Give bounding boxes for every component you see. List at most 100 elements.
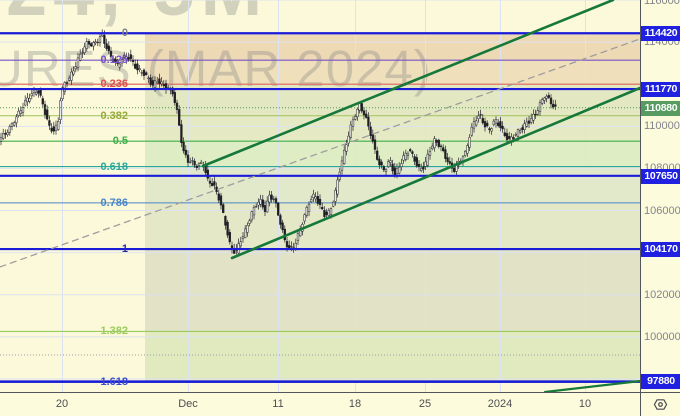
candle-body — [552, 103, 555, 108]
candle-body — [70, 71, 73, 81]
time-axis[interactable]: 20 Dec 11 18 25 2024 10 — [0, 392, 640, 416]
candle-body — [501, 125, 504, 130]
candle-body — [323, 210, 326, 217]
candle-body — [426, 153, 429, 166]
fib-level-label-0: 0 — [121, 27, 128, 40]
candle-body — [151, 80, 154, 86]
candle-body — [387, 161, 390, 167]
trendline-channel-lower[interactable] — [230, 86, 640, 260]
candle-body — [505, 133, 509, 140]
candle-body — [530, 118, 533, 123]
price-badge-110880: 110880 — [641, 100, 680, 116]
candle-body — [521, 127, 524, 130]
candle-body — [189, 161, 192, 164]
candle-body — [175, 102, 179, 110]
candle-body — [149, 77, 152, 85]
candle-body — [195, 165, 198, 168]
candle-body — [334, 189, 337, 202]
candle-body — [545, 95, 548, 99]
candle-body — [4, 133, 7, 135]
candle-body — [26, 97, 29, 103]
candle-body — [422, 166, 425, 170]
candle-body — [138, 68, 141, 70]
candle-body — [109, 50, 113, 58]
candle-body — [145, 72, 148, 76]
candle-body — [222, 204, 225, 213]
candle-body — [182, 141, 185, 152]
candle-body — [391, 163, 394, 172]
candle-body — [314, 196, 317, 200]
fib-band-1 — [145, 249, 640, 332]
candle-body — [437, 139, 440, 147]
fib-band-0 — [145, 33, 640, 61]
candle-body — [114, 58, 117, 62]
candle-body — [270, 194, 273, 200]
candle-body — [142, 69, 146, 76]
candle-body — [50, 127, 53, 132]
candle-body — [384, 169, 388, 172]
candle-body — [94, 41, 97, 44]
candle-body — [134, 63, 137, 69]
candle-body — [186, 154, 190, 163]
candle-body — [193, 160, 196, 166]
candle-body — [17, 110, 20, 116]
candle-body — [481, 118, 484, 124]
time-label-2024: 2024 — [487, 398, 513, 410]
candle-body — [343, 149, 346, 164]
candle-body — [376, 150, 379, 160]
candle-body — [477, 115, 480, 119]
candle-body — [428, 150, 432, 156]
trendline-support-lower-right[interactable] — [543, 379, 640, 392]
candle-body — [59, 100, 62, 120]
candle-body — [444, 149, 447, 159]
candle-body — [92, 42, 95, 47]
candle-body — [131, 60, 135, 62]
candle-body — [488, 128, 491, 131]
candle-body — [8, 126, 11, 133]
candle-body — [120, 59, 124, 64]
candlestick-chart: 24, 5M URES (MAR 2024) — [0, 0, 640, 392]
price-axis[interactable]: 1160001140001100001080001060001020001000… — [640, 0, 680, 392]
candle-body — [479, 114, 482, 116]
candle-body — [547, 95, 550, 98]
candle-body — [147, 77, 150, 79]
candle-body — [367, 116, 370, 127]
fib-band-0.786 — [145, 202, 640, 250]
candle-body — [380, 161, 383, 166]
candle-body — [156, 81, 159, 84]
candle-body — [178, 109, 181, 126]
fib-level-label-1.618: 1.618 — [100, 376, 128, 389]
axis-settings-button[interactable] — [640, 392, 680, 416]
candle-body — [15, 116, 18, 124]
candle-body — [312, 193, 315, 198]
candle-body — [472, 121, 476, 129]
candle-body — [79, 53, 82, 61]
candle-body — [404, 152, 407, 160]
candle-body — [483, 121, 487, 128]
candle-body — [400, 163, 403, 168]
candle-body — [259, 199, 262, 205]
candle-body — [536, 110, 539, 115]
candle-body — [523, 123, 526, 130]
trendline-channel-upper[interactable] — [201, 0, 615, 168]
time-label-10: 10 — [578, 398, 592, 410]
candle-body — [257, 201, 260, 206]
watermark-contract: URES (MAR 2024) — [0, 40, 432, 97]
chart-plot-area[interactable]: 24, 5M URES (MAR 2024) 0 0.125 0.236 0.382 0.… — [0, 0, 640, 392]
candle-body — [316, 196, 319, 204]
candle-body — [87, 41, 91, 45]
candle-body — [19, 110, 22, 114]
candle-body — [81, 52, 84, 54]
candle-body — [116, 59, 119, 64]
candle-body — [525, 121, 528, 127]
fib-band-0.382 — [145, 115, 640, 142]
candle-body — [162, 84, 165, 87]
candle-body — [0, 137, 3, 142]
price-badge-111770: 111770 — [641, 82, 680, 98]
candle-body — [252, 206, 256, 216]
price-badge-104170: 104170 — [641, 242, 680, 258]
candle-body — [217, 193, 220, 201]
trendline-trend-dashed[interactable] — [0, 38, 640, 268]
candle-body — [354, 116, 357, 120]
candle-body — [435, 140, 438, 143]
